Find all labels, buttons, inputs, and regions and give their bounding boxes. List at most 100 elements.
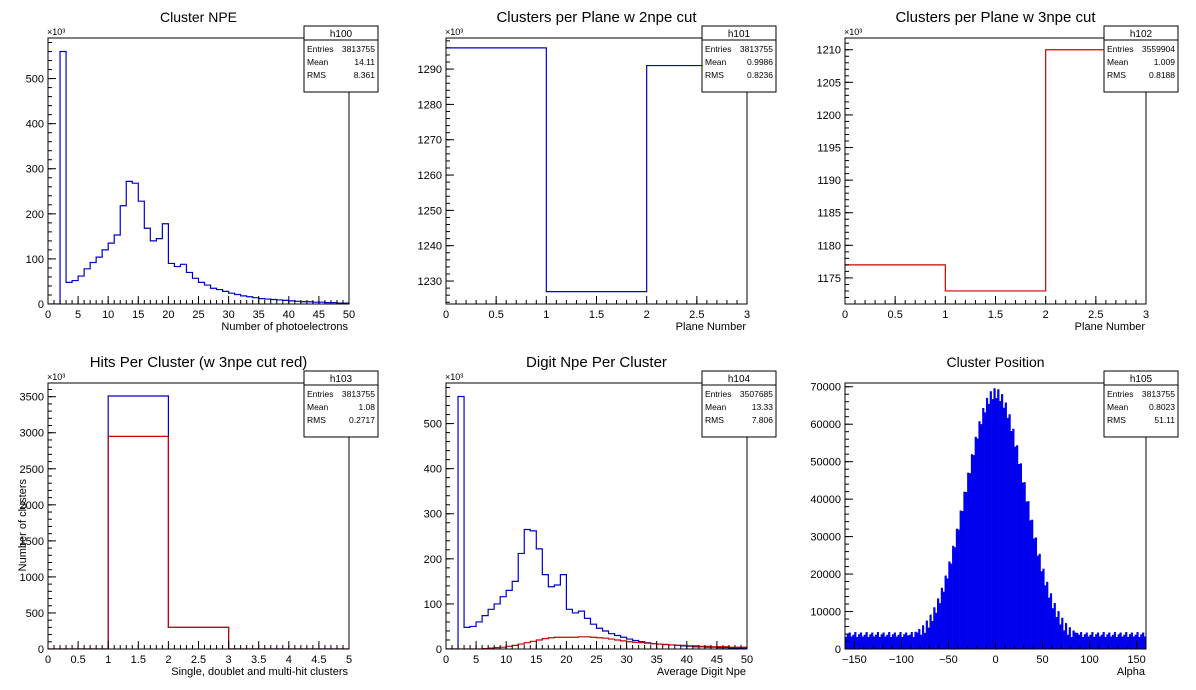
y-tick-label: 70000 [810, 382, 841, 394]
y-tick-label: 300 [424, 509, 442, 521]
chart-title: Clusters per Plane w 2npe cut [496, 9, 697, 26]
x-tick-label: 0.5 [888, 309, 903, 321]
x-tick-label: 0 [992, 654, 998, 666]
x-tick-label: 15 [530, 654, 542, 666]
stats-row-label: RMS [1107, 70, 1126, 80]
chart-panel-4: Hits Per Cluster (w 3npe cut red) 0 0.5 1 1.… [17, 354, 379, 678]
x-tick-label: 10 [102, 309, 114, 321]
x-tick-label: −150 [842, 654, 867, 666]
stats-box: h105 Entries 3813755 Mean 0.8023 RMS 51.11 [1103, 370, 1179, 438]
x-tick-label: 0.5 [489, 309, 504, 321]
stats-row-label: Mean [307, 402, 329, 412]
x-tick-label: 5 [346, 654, 352, 666]
x-tick-label: 1 [543, 309, 549, 321]
y-exponent-label: ×10³ [445, 372, 463, 382]
x-axis-label: Alpha [1117, 666, 1146, 678]
y-tick-label: 1500 [20, 536, 44, 548]
x-tick-label: 30 [620, 654, 632, 666]
stats-row-label: RMS [705, 415, 724, 425]
chart-title: Hits Per Cluster (w 3npe cut red) [90, 354, 308, 371]
y-exponent-label: ×10³ [844, 27, 862, 37]
x-tick-label: 150 [1127, 654, 1145, 666]
x-tick-label: 10 [500, 654, 512, 666]
stats-row-value: 0.8023 [1149, 402, 1175, 412]
stats-row-label: Entries [1107, 389, 1133, 399]
y-tick-label: 1175 [817, 273, 841, 285]
y-tick-label: 1270 [418, 135, 442, 147]
y-tick-label: 0 [835, 644, 841, 656]
stats-row-value: 3507685 [740, 389, 773, 399]
y-tick-label: 500 [424, 419, 442, 431]
x-tick-label: −100 [889, 654, 914, 666]
x-tick-label: 0 [443, 309, 449, 321]
stats-box-frame [701, 370, 777, 438]
y-tick-label: 10000 [810, 607, 841, 619]
y-tick-label: 100 [26, 254, 44, 266]
x-tick-label: 35 [651, 654, 663, 666]
y-tick-label: 1260 [418, 170, 442, 182]
stats-box-title: h100 [330, 29, 353, 40]
histogram-series-1 [845, 49, 1146, 292]
x-tick-label: 3 [226, 654, 232, 666]
x-tick-label: 4.5 [311, 654, 326, 666]
chart-panel-3: Clusters per Plane w 3npe cut 0 0.5 1 1.5 2 2.… [817, 9, 1179, 333]
x-tick-label: 100 [1080, 654, 1098, 666]
y-tick-label: 500 [26, 74, 44, 86]
y-tick-label: 1290 [418, 64, 442, 76]
stats-box-frame [303, 25, 379, 93]
stats-box-title: h103 [330, 374, 353, 385]
x-tick-label: 15 [132, 309, 144, 321]
stats-row-label: Entries [705, 44, 731, 54]
y-tick-label: 1280 [418, 99, 442, 111]
y-tick-label: 3500 [20, 392, 44, 404]
histogram-series-2 [48, 435, 349, 649]
x-tick-label: 50 [1036, 654, 1048, 666]
x-tick-label: 4 [286, 654, 292, 666]
y-tick-label: 1205 [817, 77, 841, 89]
x-tick-label: 2 [1043, 309, 1049, 321]
x-tick-label: 20 [560, 654, 572, 666]
data-group [48, 395, 349, 649]
y-tick-label: 0 [38, 299, 44, 311]
x-tick-label: 30 [222, 309, 234, 321]
x-tick-label: 5 [473, 654, 479, 666]
chart-panel-2: Clusters per Plane w 2npe cut 0 0.5 1 1.5 2 2.… [418, 9, 777, 333]
stats-row-value: 3813755 [1142, 389, 1175, 399]
chart-title: Clusters per Plane w 3npe cut [895, 9, 1096, 26]
stats-box-frame [701, 25, 777, 93]
stats-row-value: 0.2717 [349, 415, 375, 425]
y-axis-label: Number of clusters [17, 479, 29, 572]
y-exponent-label: ×10³ [445, 27, 463, 37]
y-tick-label: 1240 [418, 241, 442, 253]
y-tick-label: 500 [26, 608, 44, 620]
x-axis-label: Average Digit Npe [657, 666, 746, 678]
x-tick-label: 2.5 [191, 654, 206, 666]
x-tick-label: 35 [253, 309, 265, 321]
x-axis-label: Single, doublet and multi-hit clusters [171, 666, 348, 678]
stats-row-value: 0.9986 [747, 57, 773, 67]
x-tick-label: 40 [681, 654, 693, 666]
stats-box-frame [303, 370, 379, 438]
x-tick-label: 45 [711, 654, 723, 666]
y-tick-label: 30000 [810, 532, 841, 544]
y-tick-label: 20000 [810, 569, 841, 581]
x-tick-label: 0 [45, 654, 51, 666]
stats-row-value: 51.11 [1154, 415, 1175, 425]
y-tick-label: 2000 [20, 500, 44, 512]
data-group [446, 47, 747, 293]
x-tick-label: 50 [343, 309, 355, 321]
stats-box-frame [1103, 25, 1179, 93]
y-tick-label: 300 [26, 164, 44, 176]
stats-box: h103 Entries 3813755 Mean 1.08 RMS 0.2717 [303, 370, 379, 438]
x-axis-label: Number of photoelectrons [221, 321, 348, 333]
x-tick-label: 50 [741, 654, 753, 666]
stats-row-value: 1.009 [1154, 57, 1176, 67]
x-tick-label: 2.5 [1088, 309, 1103, 321]
x-axis-label: Plane Number [676, 321, 747, 333]
stats-box: h101 Entries 3813755 Mean 0.9986 RMS 0.8236 [701, 25, 777, 93]
stats-row-label: Entries [1107, 44, 1133, 54]
x-tick-label: 2 [644, 309, 650, 321]
stats-row-label: Mean [705, 57, 727, 67]
plot-frame [844, 37, 1147, 305]
